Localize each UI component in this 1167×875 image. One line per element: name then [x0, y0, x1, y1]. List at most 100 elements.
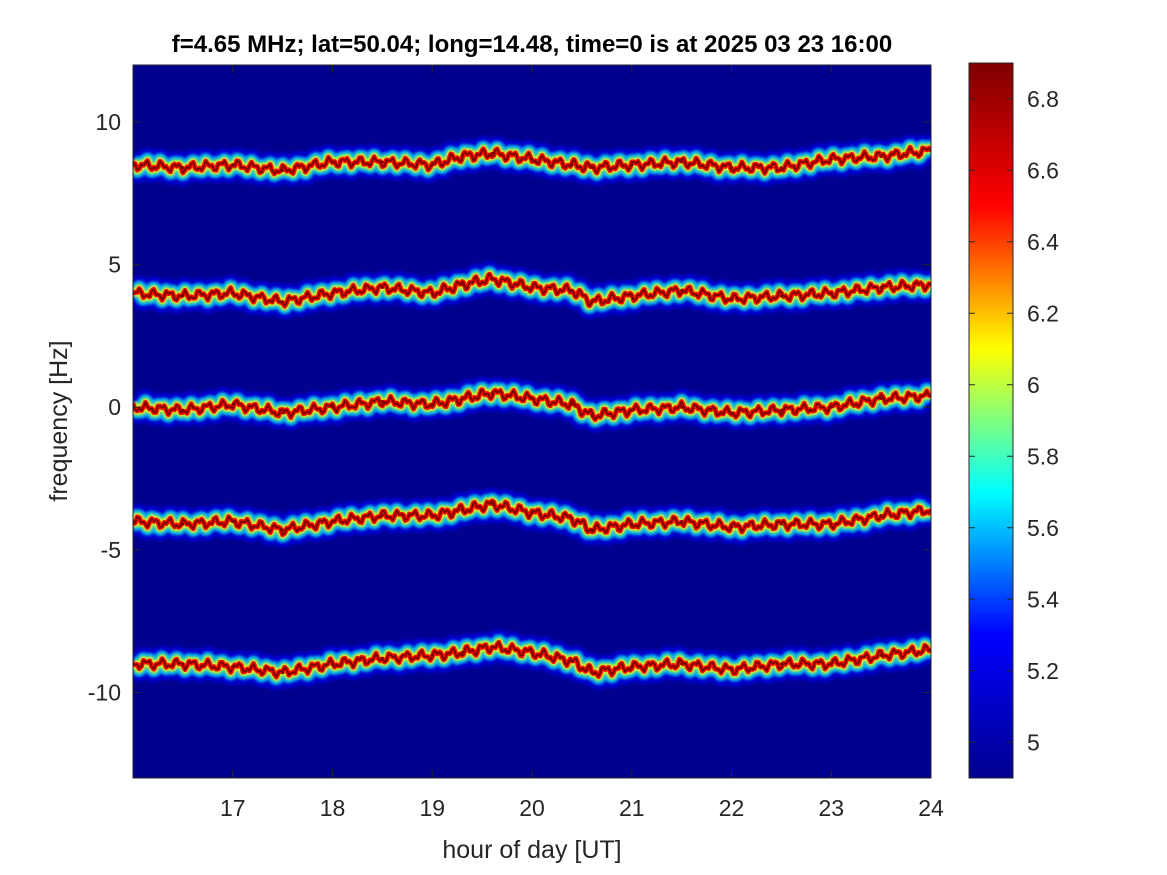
trace-point	[680, 662, 684, 666]
trace-point	[460, 154, 464, 158]
trace-point	[730, 411, 733, 415]
trace-point	[570, 288, 574, 292]
trace-point	[730, 166, 733, 170]
trace-band-5	[133, 629, 931, 691]
trace-point	[779, 166, 783, 170]
trace-point	[829, 522, 833, 526]
colorbar-tick-label: 5.6	[1027, 515, 1059, 541]
trace-point	[879, 285, 883, 289]
trace-point	[231, 163, 235, 167]
trace-point	[590, 670, 594, 674]
trace-point	[460, 508, 464, 512]
trace-point	[380, 514, 384, 518]
trace-point	[530, 157, 534, 161]
trace-point	[380, 656, 384, 660]
trace-band-1	[133, 134, 931, 187]
x-tick-label: 19	[419, 795, 445, 821]
trace-point	[380, 400, 384, 404]
trace-point	[530, 397, 534, 401]
trace-point	[779, 522, 783, 526]
trace-point	[590, 414, 594, 418]
x-axis: 17 18 19 20 21 22 23 24	[220, 65, 944, 821]
x-tick-label: 24	[918, 795, 944, 821]
colorbar-tick-label: 6.4	[1027, 229, 1059, 255]
trace-band-2	[133, 261, 931, 320]
trace-point	[570, 163, 574, 167]
colorbar: 6.8 6.6 6.4 6.2 6 5.8 5.6 5.4 5.2 5	[968, 62, 1059, 779]
colorbar-tick-label: 5.8	[1027, 443, 1059, 469]
trace-point	[779, 662, 783, 666]
trace-point	[430, 653, 434, 657]
trace-point	[630, 294, 634, 298]
trace-point	[281, 300, 285, 304]
trace-point	[730, 668, 733, 672]
y-axis-label: frequency [Hz]	[45, 340, 73, 501]
y-tick-label: -5	[101, 537, 121, 563]
trace-point	[570, 659, 574, 663]
trace-point	[829, 405, 833, 409]
trace-point	[829, 291, 833, 295]
trace-point	[879, 514, 883, 518]
colorbar-tick-label: 6	[1027, 372, 1040, 398]
trace-band-3	[133, 376, 931, 433]
trace-point	[879, 154, 883, 158]
trace-point	[680, 160, 684, 164]
trace-point	[680, 405, 684, 409]
plot-area	[132, 64, 932, 779]
trace-point	[231, 665, 235, 669]
trace-band-4	[133, 487, 931, 548]
trace-point	[181, 408, 185, 412]
trace-point	[380, 160, 384, 164]
trace-point	[829, 157, 833, 161]
trace-point	[331, 519, 334, 523]
trace-point	[879, 397, 883, 401]
colorbar-ticks: 6.8 6.6 6.4 6.2 6 5.8 5.6 5.4 5.2 5	[969, 86, 1059, 755]
chart-title: f=4.65 MHz; lat=50.04; long=14.48, time=…	[172, 31, 892, 58]
trace-point	[590, 528, 594, 532]
trace-point	[730, 525, 733, 529]
trace-point	[430, 514, 434, 518]
trace-point	[530, 511, 534, 515]
trace-point	[281, 411, 285, 415]
trace-point	[879, 653, 883, 657]
trace-point	[231, 291, 235, 295]
trace-point	[570, 516, 574, 520]
x-tick-label: 23	[818, 795, 844, 821]
trace-point	[331, 160, 334, 164]
trace-point	[430, 291, 434, 295]
colorbar-gradient	[968, 62, 1014, 779]
trace-point	[490, 391, 494, 395]
colorbar-tick-label: 5.2	[1027, 658, 1059, 684]
trace-point	[490, 502, 494, 506]
x-tick-label: 21	[619, 795, 645, 821]
colorbar-tick-label: 5.4	[1027, 586, 1059, 612]
trace-point	[630, 163, 634, 167]
trace-point	[680, 288, 684, 292]
trace-point	[680, 519, 684, 523]
trace-point	[231, 402, 235, 406]
trace-point	[281, 670, 285, 674]
trace-point	[430, 163, 434, 167]
trace-point	[430, 402, 434, 406]
y-tick-label: -10	[88, 679, 121, 705]
trace-point	[181, 662, 185, 666]
x-tick-label: 22	[719, 795, 745, 821]
trace-point	[630, 665, 634, 669]
trace-point	[730, 297, 733, 301]
trace-point	[181, 166, 185, 170]
y-tick-label: 10	[95, 109, 121, 135]
x-tick-label: 18	[320, 795, 346, 821]
trace-point	[281, 528, 285, 532]
trace-point	[331, 405, 334, 409]
trace-point	[331, 291, 334, 295]
x-tick-label: 17	[220, 795, 246, 821]
trace-point	[590, 300, 594, 304]
x-tick-label: 20	[519, 795, 545, 821]
trace-point	[530, 651, 534, 655]
trace-point	[779, 408, 783, 412]
trace-point	[281, 169, 285, 173]
trace-point	[460, 283, 464, 287]
trace-point	[530, 285, 534, 289]
trace-point	[181, 294, 185, 298]
trace-point	[181, 522, 185, 526]
